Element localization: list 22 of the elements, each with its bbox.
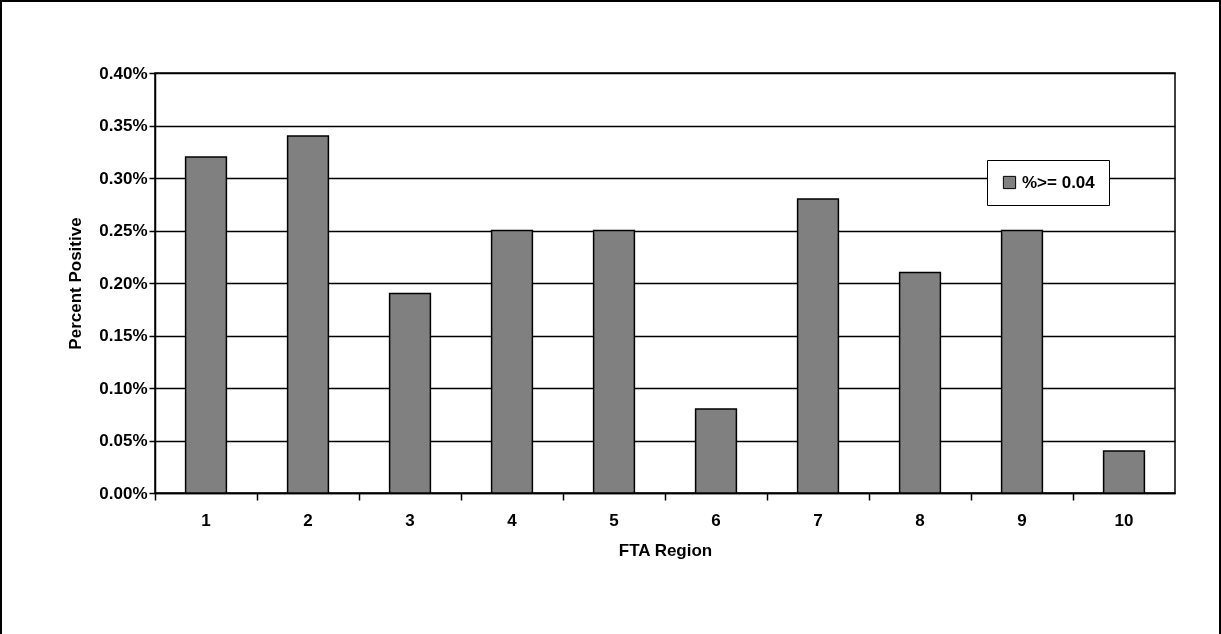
y-tick-label: 0.00% [99, 483, 148, 503]
x-axis-title: FTA Region [618, 540, 713, 560]
legend-label: %>= 0.04 [1022, 172, 1096, 192]
y-tick-label: 0.35% [99, 116, 148, 135]
x-tick-label: 3 [405, 510, 415, 530]
x-tick-label: 9 [1017, 510, 1027, 530]
y-tick-label: 0.30% [99, 168, 148, 188]
y-axis-title: Percent Positive [66, 217, 86, 350]
x-tick-label: 8 [915, 510, 925, 530]
y-tick-label: 0.15% [99, 326, 148, 345]
x-tick-label: 5 [609, 510, 619, 530]
y-tick-label: 0.25% [99, 221, 148, 240]
x-tick-label: 4 [507, 510, 518, 530]
x-tick-label: 1 [201, 510, 211, 530]
y-tick-label: 0.10% [99, 378, 148, 398]
x-tick-label: 2 [303, 510, 313, 530]
x-tick-label: 10 [1114, 510, 1134, 530]
y-tick-label: 0.05% [99, 431, 148, 450]
y-tick-label: 0.40% [99, 63, 148, 83]
x-tick-label: 6 [711, 510, 721, 530]
x-tick-label: 7 [813, 510, 823, 530]
y-tick-label: 0.20% [99, 273, 148, 293]
